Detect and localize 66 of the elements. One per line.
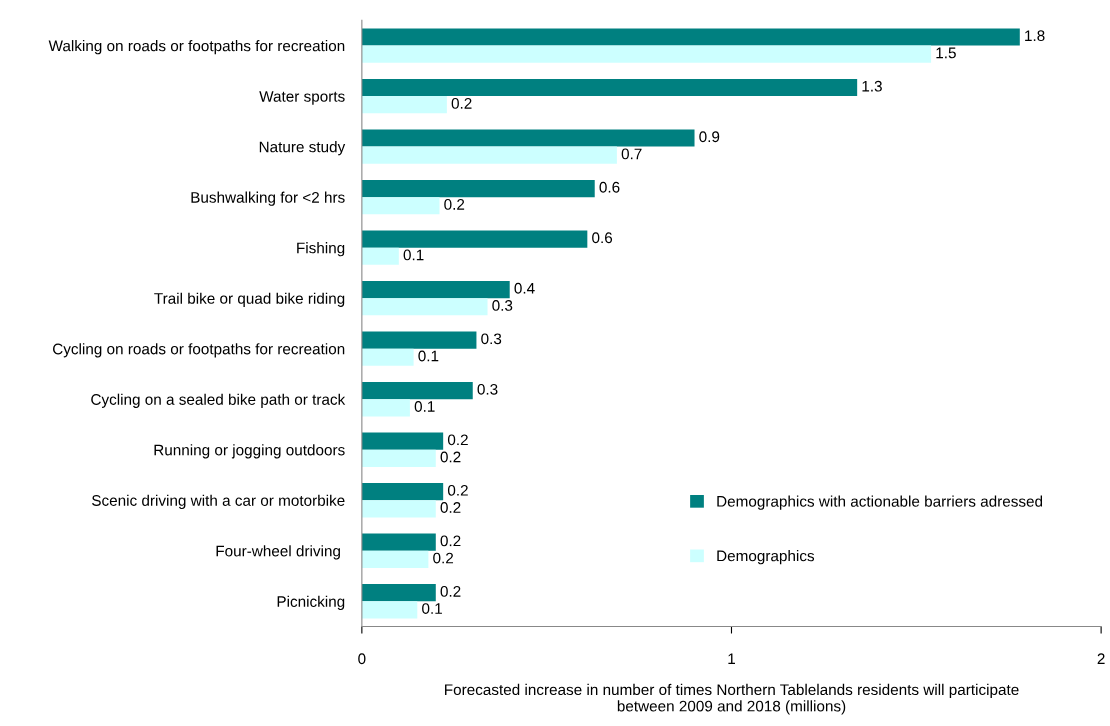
bar bbox=[361, 298, 488, 316]
data-label: 1.8 bbox=[1025, 30, 1045, 42]
bar bbox=[361, 146, 617, 164]
y-tick-label: Nature study bbox=[259, 141, 346, 156]
bar bbox=[361, 432, 444, 450]
bar bbox=[361, 96, 447, 114]
bar bbox=[361, 449, 436, 467]
y-tick-label: Cycling on roads or footpaths for recreation bbox=[53, 343, 345, 358]
data-label: 0.1 bbox=[422, 603, 442, 614]
data-label: 0.2 bbox=[440, 585, 461, 597]
bar bbox=[361, 382, 473, 400]
bar bbox=[361, 399, 410, 417]
bar bbox=[361, 230, 588, 248]
y-tick-label: Water sports bbox=[259, 91, 345, 105]
y-tick-label: Picnicking bbox=[277, 595, 345, 610]
bar bbox=[361, 247, 399, 265]
data-label: 0.1 bbox=[403, 249, 424, 261]
y-tick-label: Cycling on a sealed bike path or track bbox=[91, 393, 346, 408]
data-label: 0.3 bbox=[481, 333, 502, 345]
data-label: 0.4 bbox=[514, 282, 535, 294]
x-axis-title: Forecasted increase in number of times Northern Tablelands residents will participate between 2009 and 2018 (millions) bbox=[445, 683, 1019, 715]
y-tick-label: Bushwalking for <2 hrs bbox=[191, 191, 345, 206]
data-label: 1.3 bbox=[862, 80, 882, 92]
y-tick-label: Four-wheel driving bbox=[216, 545, 340, 560]
data-label: 0.1 bbox=[418, 350, 439, 362]
bar bbox=[361, 45, 932, 63]
bar bbox=[361, 28, 1020, 46]
data-label: 0.2 bbox=[440, 502, 461, 513]
data-label: 0.2 bbox=[433, 552, 454, 564]
y-tick-label: Fishing bbox=[297, 242, 345, 257]
data-label: 0.2 bbox=[447, 434, 468, 446]
data-label: 0.6 bbox=[599, 181, 620, 193]
bar bbox=[361, 78, 858, 97]
legend-label: Demographics bbox=[717, 550, 815, 565]
x-tick-label: 2 bbox=[1097, 653, 1105, 664]
bar bbox=[361, 584, 436, 602]
data-label: 0.3 bbox=[492, 300, 513, 311]
bar bbox=[361, 179, 595, 198]
x-tick-label: 0 bbox=[358, 653, 366, 665]
data-label: 0.2 bbox=[447, 484, 468, 496]
data-label: 0.6 bbox=[592, 232, 613, 244]
data-label: 0.2 bbox=[440, 451, 461, 463]
bar bbox=[361, 348, 414, 366]
data-label: 0.2 bbox=[440, 535, 461, 547]
bar bbox=[361, 197, 440, 215]
data-label: 1.5 bbox=[936, 47, 956, 59]
data-label: 0.1 bbox=[414, 401, 435, 412]
bar bbox=[361, 483, 444, 501]
data-label: 0.2 bbox=[451, 97, 472, 109]
bar bbox=[361, 281, 510, 299]
data-label: 0.7 bbox=[621, 148, 642, 160]
x-tick-label: 1 bbox=[728, 653, 735, 664]
data-label: 0.9 bbox=[699, 131, 720, 143]
bar bbox=[361, 129, 695, 147]
y-tick-label: Scenic driving with a car or motorbike bbox=[92, 494, 345, 509]
bar bbox=[361, 533, 436, 551]
y-tick-label: Trail bike or quad bike riding bbox=[154, 292, 345, 307]
bar bbox=[361, 601, 418, 619]
data-label: 0.3 bbox=[477, 383, 498, 395]
bar bbox=[361, 550, 429, 568]
data-label: 0.2 bbox=[444, 199, 465, 210]
bar bbox=[361, 500, 436, 518]
y-tick-label: Running or jogging outdoors bbox=[154, 444, 345, 459]
bar bbox=[361, 331, 477, 349]
y-tick-label: Walking on roads or footpaths for recreation bbox=[48, 40, 345, 55]
legend-label: Demographics with actionable barriers adressed bbox=[717, 495, 1043, 510]
